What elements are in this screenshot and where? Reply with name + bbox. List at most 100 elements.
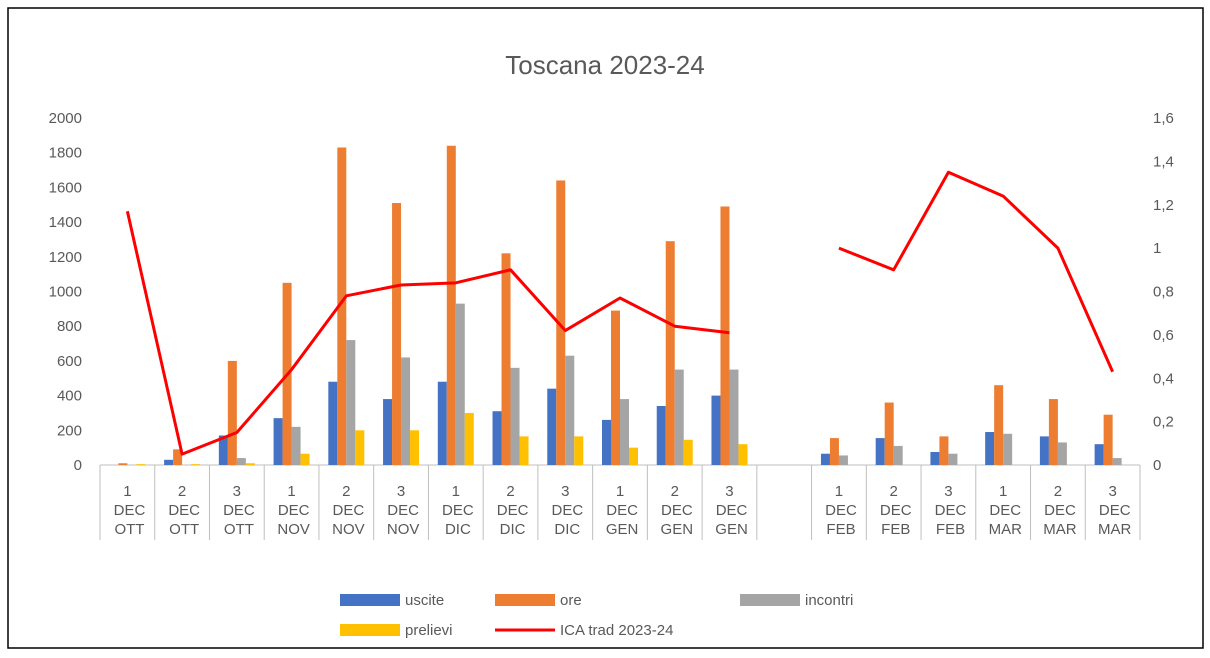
bar (1003, 433, 1013, 465)
bar (464, 412, 474, 465)
bar (820, 453, 830, 465)
legend-label: prelievi (405, 622, 453, 639)
bar (829, 438, 839, 465)
bar (136, 464, 146, 465)
bar (1039, 436, 1049, 465)
bar (1057, 442, 1067, 465)
bar (300, 453, 310, 465)
bar (383, 399, 393, 465)
x-tick-label: 2 DEC MAR (1039, 483, 1077, 538)
y2-tick-label: 1,2 (1153, 197, 1174, 214)
x-tick-label: 2 DEC OTT (164, 483, 200, 538)
bar (674, 369, 684, 465)
bar (173, 449, 183, 465)
legend-swatch (495, 594, 555, 606)
bar (720, 206, 730, 466)
legend-label: ICA trad 2023-24 (560, 622, 673, 639)
chart-border (7, 7, 1204, 649)
bar (291, 426, 301, 465)
chart-title: Toscana 2023-24 (505, 50, 704, 80)
x-tick-label: 2 DEC NOV (328, 483, 365, 538)
y2-tick-label: 0,6 (1153, 327, 1174, 344)
x-tick-label: 2 DEC GEN (656, 483, 693, 538)
y2-tick-label: 0,8 (1153, 284, 1174, 301)
bar (893, 445, 903, 465)
bar (729, 369, 739, 465)
y-tick-label: 1200 (49, 249, 82, 266)
x-tick-label: 1 DEC OTT (109, 483, 145, 538)
bar (1112, 458, 1122, 465)
x-tick-label: 3 DEC OTT (219, 483, 255, 538)
bar (410, 430, 420, 465)
legend-swatch (340, 624, 400, 636)
bar (994, 385, 1004, 465)
y2-tick-label: 1 (1153, 240, 1161, 257)
x-tick-label: 1 DEC MAR (984, 483, 1022, 538)
bar (884, 402, 894, 465)
bar (574, 436, 584, 465)
x-tick-label: 3 DEC DIC (547, 483, 583, 538)
bar (611, 310, 620, 465)
y2-tick-label: 0,4 (1153, 370, 1174, 387)
x-tick-label: 1 DEC NOV (273, 483, 310, 538)
x-tick-label: 3 DEC FEB (930, 483, 966, 538)
y-tick-label: 1000 (49, 284, 82, 301)
bar (1103, 414, 1113, 465)
x-tick-label: 1 DEC FEB (821, 483, 857, 538)
bar (547, 388, 557, 465)
bar (118, 463, 128, 465)
legend-swatch (740, 594, 800, 606)
bar (191, 464, 201, 465)
legend-label: ore (560, 592, 582, 609)
y-tick-label: 800 (57, 318, 82, 335)
bar (245, 463, 255, 465)
y-tick-label: 1400 (49, 214, 82, 231)
bar (602, 419, 611, 465)
x-tick-label: 2 DEC FEB (876, 483, 912, 538)
y2-tick-label: 1,4 (1153, 153, 1174, 170)
bar (328, 381, 338, 465)
x-tick-label: 1 DEC DIC (438, 483, 474, 538)
line (838, 170, 1115, 373)
bar (164, 459, 174, 465)
legend-label: incontri (805, 592, 853, 609)
x-tick-label: 3 DEC NOV (383, 483, 420, 538)
bar (501, 253, 511, 465)
bar (455, 303, 465, 465)
x-tick-label: 3 DEC MAR (1094, 483, 1132, 538)
bar (392, 203, 402, 465)
bar (656, 406, 666, 465)
bar (519, 436, 529, 465)
bar (875, 438, 885, 465)
y-tick-label: 1800 (49, 145, 82, 162)
bar (683, 439, 693, 465)
bar (948, 453, 958, 465)
legend-swatch (340, 594, 400, 606)
bar (838, 455, 848, 465)
bar (1048, 399, 1058, 465)
bar (337, 147, 347, 465)
bar (620, 399, 629, 465)
legend-label: uscite (405, 592, 444, 609)
bar (565, 355, 575, 465)
y-tick-label: 200 (57, 422, 82, 439)
y-tick-label: 400 (57, 388, 82, 405)
y-tick-label: 0 (74, 457, 82, 474)
bar (492, 411, 502, 465)
bar (665, 241, 675, 465)
bar (738, 444, 748, 465)
bar (930, 451, 940, 465)
bar (355, 430, 365, 465)
bar (401, 357, 411, 465)
y2-tick-label: 0 (1153, 457, 1161, 474)
bar (510, 367, 520, 465)
x-tick-label: 1 DEC GEN (602, 483, 639, 538)
x-tick-label: 2 DEC DIC (493, 483, 529, 538)
bar (227, 360, 237, 465)
bar (985, 432, 995, 465)
bar (1094, 444, 1104, 465)
bar (446, 145, 456, 465)
line (125, 210, 730, 456)
